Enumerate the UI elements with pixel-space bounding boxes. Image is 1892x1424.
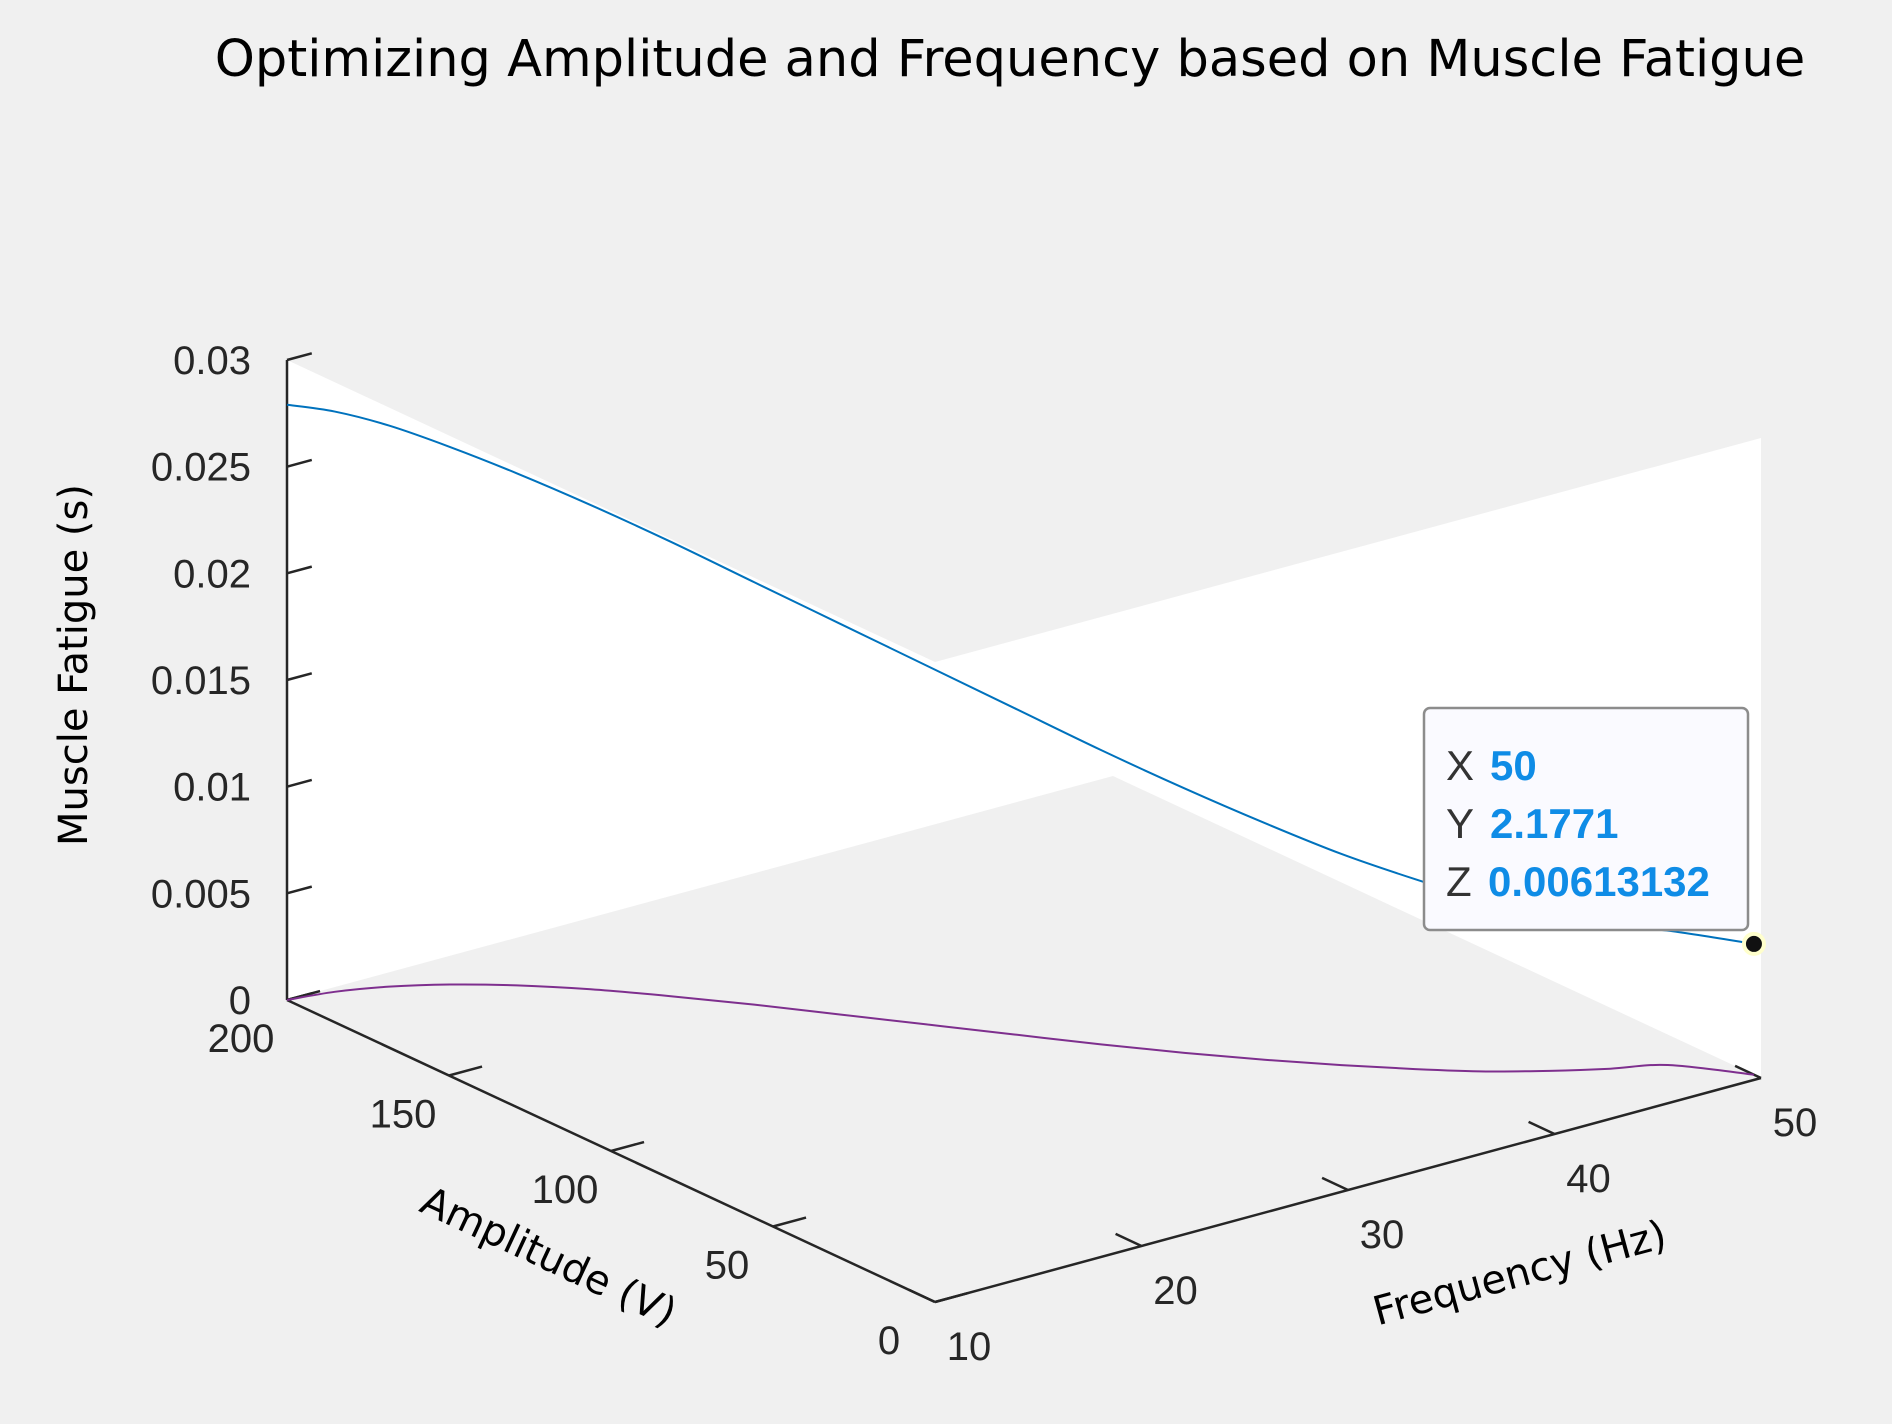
z-tick-label: 0 [229,979,251,1023]
z-tick-label: 0.015 [151,659,251,703]
z-tick-mark [286,565,313,575]
y-tick-label: 100 [532,1168,599,1212]
x-tick-mark [1734,1064,1762,1080]
z-tick-label: 0.01 [173,766,251,810]
plot-area [287,360,1761,1078]
x-tick-label: 40 [1566,1157,1611,1201]
y-tick-mark [610,1140,645,1153]
y-tick-label: 200 [208,1017,275,1061]
y-tick-label: 0 [878,1319,900,1363]
x-tick-mark [1115,1232,1143,1248]
z-tick-label: 0.03 [173,339,251,383]
z-axis-label: Muscle Fatigue (s) [51,484,97,846]
x-tick-label: 50 [1773,1101,1818,1145]
datatip-x-value: 50 [1490,742,1537,789]
datatip-y-value: 2.1771 [1490,800,1618,847]
z-tick-mark [286,352,313,362]
y-tick-mark [448,1065,483,1077]
datatip-z-value: 0.00613132 [1488,858,1710,905]
datatip-marker[interactable] [1741,931,1766,956]
datatip[interactable]: X 50 Y 2.1771 Z 0.00613132 [1422,706,1766,956]
z-tick-mark [286,778,313,788]
z-tick-mark [286,672,313,682]
x-tick-mark [1528,1120,1556,1136]
z-tick-label: 0.02 [173,552,251,596]
datatip-y-key: Y [1446,800,1474,847]
x-tick-mark [908,1288,936,1304]
x-tick-label: 10 [947,1325,992,1369]
z-tick-mark [286,885,313,895]
x-tick-mark [1321,1176,1349,1192]
y-tick-mark [772,1216,807,1228]
z-tick-label: 0.025 [151,446,251,490]
z-tick-label: 0.005 [151,872,251,916]
chart-title: Optimizing Amplitude and Frequency based… [215,30,1806,89]
datatip-z-key: Z [1446,858,1472,905]
y-tick-mark [934,1291,969,1304]
x-tick-label: 20 [1153,1269,1198,1313]
y-tick-label: 150 [370,1093,437,1137]
axis-ticks: 102030405005010015020000.0050.010.0150.0… [151,339,1817,1369]
datatip-box [1422,706,1750,932]
z-tick-mark [286,458,313,468]
x-tick-label: 30 [1360,1213,1405,1257]
datatip-x-key: X [1446,742,1474,789]
projection-curve-line [286,983,1755,1076]
y-tick-label: 50 [705,1244,750,1288]
